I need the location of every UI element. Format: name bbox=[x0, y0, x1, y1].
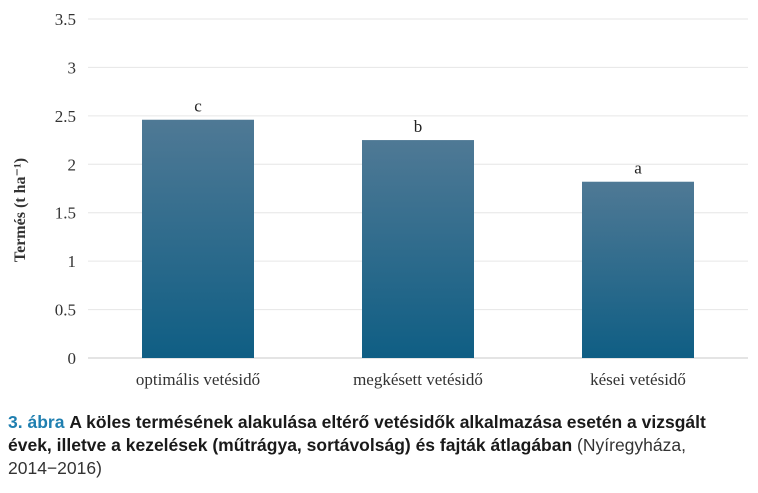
bar bbox=[142, 119, 254, 358]
y-tick-label: 0 bbox=[68, 349, 77, 368]
figure-number: 3. ábra bbox=[8, 412, 65, 432]
y-axis-ticks: 0 0.5 1 1.5 2 2.5 3 3.5 bbox=[55, 10, 76, 368]
y-tick-label: 2 bbox=[68, 155, 77, 174]
x-axis-categories: optimális vetésidő megkésett vetésidő kése… bbox=[136, 370, 686, 389]
x-tick-label: optimális vetésidő bbox=[136, 370, 260, 389]
bars bbox=[142, 119, 694, 358]
x-tick-label: megkésett vetésidő bbox=[353, 370, 483, 389]
data-labels: c b a bbox=[194, 97, 642, 178]
y-tick-label: 1 bbox=[68, 252, 77, 271]
figure-caption: 3. ábra A köles termésének alakulása elt… bbox=[8, 411, 748, 480]
data-label: a bbox=[634, 159, 642, 178]
x-tick-label: kései vetésidő bbox=[590, 370, 686, 389]
figure-title: A köles termésének alakulása eltérő veté… bbox=[8, 412, 706, 455]
y-tick-label: 3 bbox=[68, 58, 77, 77]
bar bbox=[582, 181, 694, 358]
y-axis-label: Termés (t ha⁻¹) bbox=[12, 158, 29, 262]
bar-chart: 0 0.5 1 1.5 2 2.5 3 3.5 c b a optimális vetésidő m… bbox=[12, 10, 748, 389]
data-label: b bbox=[414, 117, 423, 136]
y-tick-label: 3.5 bbox=[55, 10, 76, 29]
y-tick-label: 1.5 bbox=[55, 204, 76, 223]
y-tick-label: 2.5 bbox=[55, 107, 76, 126]
y-tick-label: 0.5 bbox=[55, 301, 76, 320]
bar bbox=[362, 140, 474, 358]
figure-subtitle: (Nyíregyháza, 2014−2016) bbox=[8, 435, 686, 478]
data-label: c bbox=[194, 97, 202, 116]
